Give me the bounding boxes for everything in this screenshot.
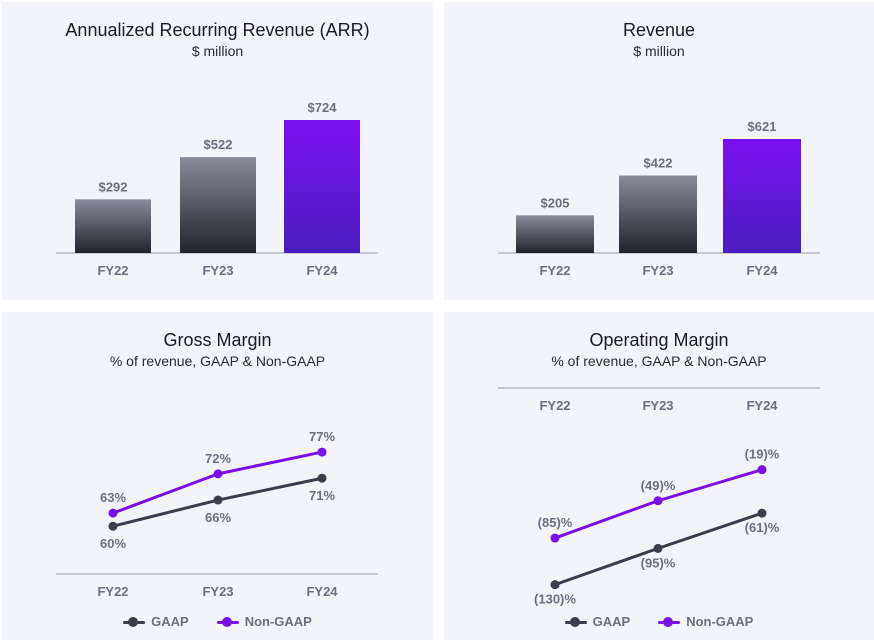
data-label-gaap: 71% (309, 488, 335, 503)
x-tick-label: FY24 (306, 263, 338, 278)
non-gaap-line-swatch-icon (216, 616, 239, 628)
gross-margin-chart-panel: Gross Margin % of revenue, GAAP & Non-GA… (2, 312, 433, 640)
data-point-gaap (317, 473, 327, 483)
data-point-non-gaap (317, 447, 327, 457)
data-label-gaap: 66% (205, 510, 231, 525)
gross-margin-line-chart: FY22 FY23 FY24 60% 66% 71% 63% 72% 77% (56, 429, 378, 599)
gaap-line-swatch-icon (123, 616, 146, 628)
data-label-gaap: (95)% (641, 555, 676, 570)
x-tick-label: FY23 (202, 263, 233, 278)
data-label-non-gaap: 77% (309, 429, 335, 444)
legend-item-non-gaap: Non-GAAP (658, 614, 753, 629)
x-tick-label: FY22 (97, 584, 128, 599)
x-tick-label: FY24 (306, 584, 338, 599)
revenue-bar-chart: $205 FY22 $422 FY23 $621 FY24 (498, 119, 820, 278)
data-point-gaap (550, 580, 560, 590)
bar-value-label: $724 (308, 100, 338, 115)
arr-bar-chart: $292 FY22 $522 FY23 $724 FY24 (56, 100, 378, 278)
bar-fy24 (723, 139, 801, 253)
data-label-non-gaap: 72% (205, 451, 231, 466)
bar-fy22 (516, 215, 594, 253)
legend-item-non-gaap: Non-GAAP (216, 614, 312, 629)
bar-value-label: $292 (99, 179, 128, 194)
operating-margin-line-chart: FY22 FY23 FY24 (130)% (95)% (61)% (85)% (49)% (1… (498, 387, 820, 607)
data-point-gaap (213, 495, 223, 505)
bar-value-label: $205 (541, 195, 570, 210)
data-point-gaap (108, 521, 118, 531)
arr-chart-title: Annualized Recurring Revenue (ARR) (65, 20, 370, 40)
x-tick-label: FY24 (746, 398, 778, 413)
x-tick-label: FY22 (97, 263, 128, 278)
data-point-non-gaap (108, 508, 118, 518)
data-label-non-gaap: (49)% (641, 478, 676, 493)
data-point-gaap (653, 543, 663, 553)
operating-margin-chart-subtitle: % of revenue, GAAP & Non-GAAP (551, 353, 767, 369)
data-label-gaap: (130)% (534, 592, 576, 607)
data-label-non-gaap: (85)% (538, 515, 573, 530)
operating-margin-chart-title: Operating Margin (589, 330, 729, 350)
legend-label-non-gaap: Non-GAAP (686, 614, 754, 629)
bar-fy23 (619, 175, 697, 253)
data-point-non-gaap (757, 465, 767, 475)
gaap-line-swatch-icon (564, 616, 587, 628)
revenue-chart-subtitle: $ million (633, 43, 685, 59)
bar-value-label: $621 (748, 119, 777, 134)
gross-margin-chart-title: Gross Margin (163, 330, 272, 350)
revenue-chart-panel: Revenue $ million $205 FY22 $422 FY23 $621 FY… (444, 2, 874, 300)
x-tick-label: FY23 (202, 584, 233, 599)
non-gaap-line-swatch-icon (658, 616, 681, 628)
arr-chart-subtitle: $ million (191, 43, 244, 59)
gross-margin-legend: GAAP Non-GAAP (2, 614, 433, 629)
data-point-non-gaap (213, 469, 223, 479)
x-tick-label: FY24 (746, 263, 778, 278)
bar-fy23 (180, 157, 256, 253)
revenue-chart-title: Revenue (622, 20, 696, 40)
legend-label-non-gaap: Non-GAAP (244, 614, 312, 629)
x-tick-label: FY22 (539, 263, 570, 278)
gross-margin-chart-subtitle: % of revenue, GAAP & Non-GAAP (109, 353, 326, 369)
data-label-gaap: 60% (100, 536, 126, 551)
operating-margin-chart-panel: Operating Margin % of revenue, GAAP & No… (444, 312, 874, 640)
data-label-gaap: (61)% (745, 520, 780, 535)
x-tick-label: FY23 (642, 263, 673, 278)
x-tick-label: FY23 (642, 398, 673, 413)
legend-item-gaap: GAAP (564, 614, 631, 629)
bar-value-label: $422 (644, 156, 673, 171)
legend-label-gaap: GAAP (151, 614, 189, 629)
data-point-non-gaap (653, 496, 663, 506)
bar-fy22 (75, 199, 151, 253)
data-label-non-gaap: 63% (100, 490, 126, 505)
legend-label-gaap: GAAP (592, 614, 631, 629)
data-label-non-gaap: (19)% (745, 447, 780, 462)
x-tick-label: FY22 (539, 398, 570, 413)
data-point-gaap (757, 508, 767, 518)
bar-fy24 (284, 120, 360, 253)
operating-margin-legend: GAAP Non-GAAP (444, 614, 874, 629)
legend-item-gaap: GAAP (123, 614, 189, 629)
arr-chart-panel: Annualized Recurring Revenue (ARR) $ mil… (2, 2, 433, 300)
bar-value-label: $522 (204, 137, 233, 152)
data-point-non-gaap (550, 533, 560, 543)
